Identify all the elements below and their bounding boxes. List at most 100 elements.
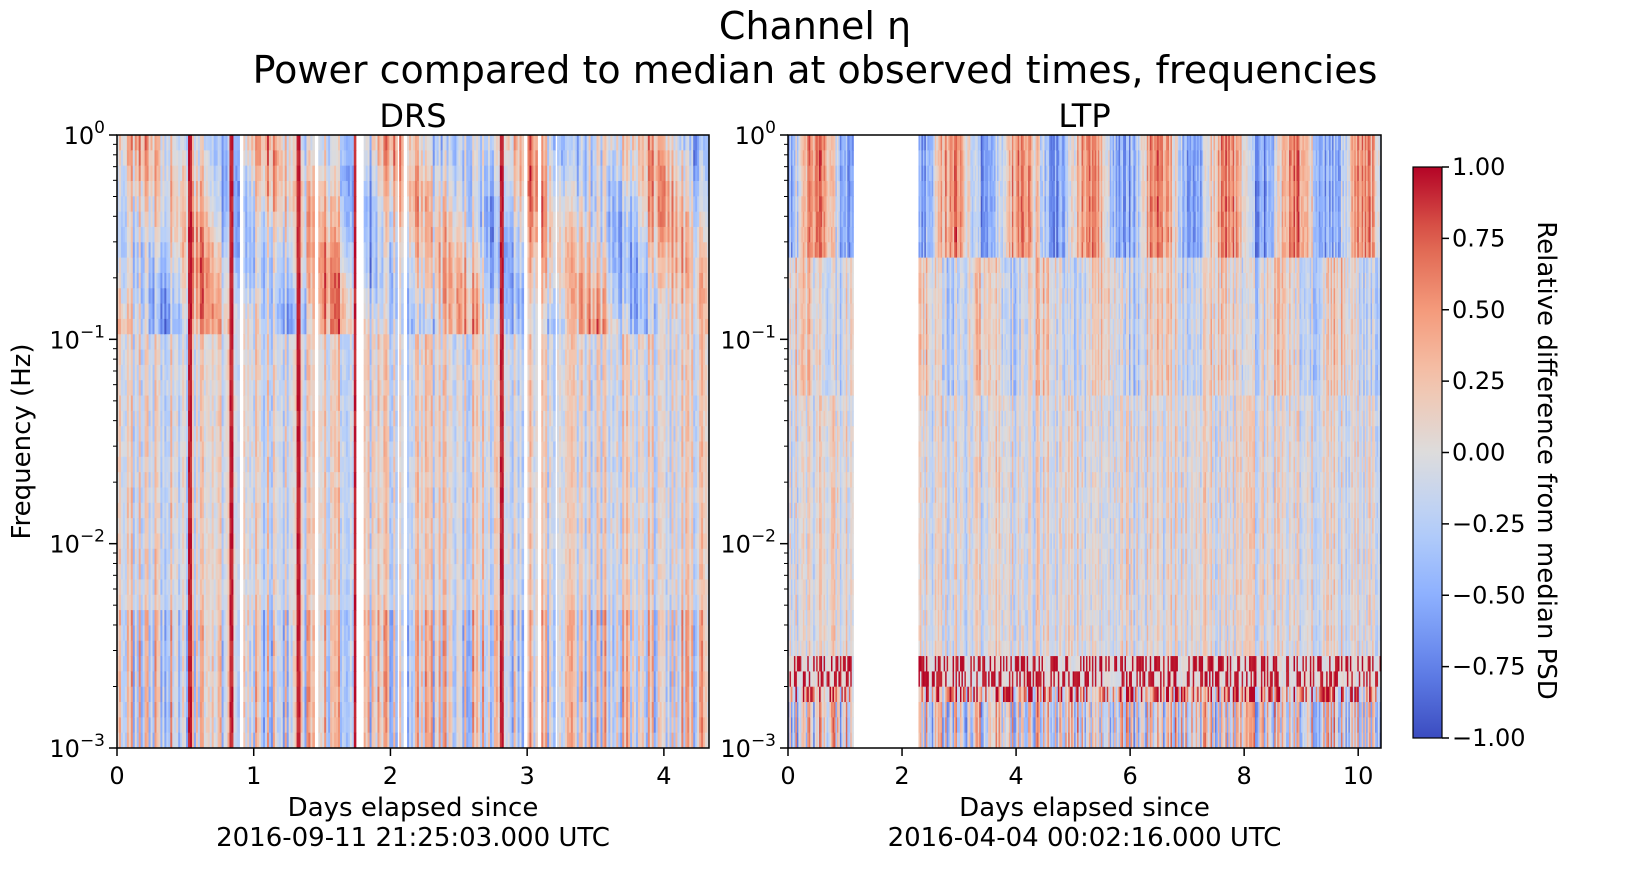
heatmap-cell <box>142 594 146 611</box>
heatmap-cell <box>229 196 233 213</box>
heatmap-cell <box>207 272 211 289</box>
heatmap-cell <box>191 548 195 565</box>
heatmap-cell <box>280 656 284 672</box>
heatmap-cell <box>117 334 120 351</box>
heatmap-cell <box>339 395 343 412</box>
heatmap-cell <box>213 533 217 550</box>
heatmap-cell <box>144 257 148 274</box>
heatmap-cell <box>197 579 201 596</box>
heatmap-cell <box>347 242 351 259</box>
heatmap-cell <box>341 594 345 611</box>
heatmap-cell <box>272 226 276 243</box>
heatmap-cell <box>199 135 203 151</box>
heatmap-cell <box>178 334 181 351</box>
heatmap-cell <box>347 548 351 565</box>
heatmap-cell <box>148 288 152 305</box>
heatmap-cell <box>278 610 282 626</box>
heatmap-cell <box>353 272 357 289</box>
heatmap-cell <box>136 165 140 182</box>
heatmap-cell <box>150 242 154 259</box>
heatmap-cell <box>266 533 270 550</box>
heatmap-cell <box>310 288 313 305</box>
heatmap-cell <box>243 150 246 167</box>
heatmap-cell <box>148 487 152 504</box>
heatmap-cell <box>322 579 325 596</box>
heatmap-cell <box>138 441 142 458</box>
heatmap-cell <box>209 732 213 748</box>
heatmap-cell <box>134 196 138 213</box>
heatmap-cell <box>170 380 173 397</box>
heatmap-cell <box>322 564 325 581</box>
heatmap-cell <box>286 334 290 351</box>
heatmap-cell <box>154 502 158 519</box>
heatmap-cell <box>229 150 233 167</box>
heatmap-cell <box>191 380 195 397</box>
heatmap-cell <box>300 303 304 320</box>
heatmap-cell <box>272 502 276 519</box>
heatmap-cell <box>140 196 144 213</box>
heatmap-cell <box>154 135 158 151</box>
heatmap-cell <box>284 656 288 672</box>
heatmap-cell <box>117 441 120 458</box>
heatmap-cell <box>336 395 339 412</box>
heatmap-cell <box>178 395 181 412</box>
heatmap-cell <box>243 257 246 274</box>
heatmap-cell <box>138 257 142 274</box>
heatmap-cell <box>304 211 308 228</box>
heatmap-cell <box>193 303 197 320</box>
heatmap-cell <box>261 257 264 274</box>
heatmap-cell <box>292 502 296 519</box>
heatmap-cell <box>117 242 120 259</box>
heatmap-cell <box>223 686 227 703</box>
heatmap-cell <box>217 579 221 596</box>
heatmap-cell <box>268 686 272 703</box>
heatmap-cell <box>207 165 211 182</box>
heatmap-cell <box>290 364 294 381</box>
heatmap-cell <box>126 717 130 734</box>
heatmap-cell <box>312 717 315 734</box>
heatmap-cell <box>118 441 122 458</box>
heatmap-cell <box>296 472 300 489</box>
heatmap-cell <box>235 165 238 182</box>
heatmap-cell <box>349 180 353 197</box>
heatmap-cell <box>166 211 169 228</box>
heatmap-cell <box>270 472 274 489</box>
heatmap-cell <box>243 303 246 320</box>
heatmap-cell <box>205 410 209 427</box>
heatmap-cell <box>334 610 337 626</box>
heatmap-cell <box>243 610 246 626</box>
heatmap-cell <box>257 426 260 443</box>
heatmap-cell <box>197 257 201 274</box>
heatmap-cell <box>324 257 327 274</box>
heatmap-cell <box>334 211 337 228</box>
heatmap-cell <box>334 441 337 458</box>
heatmap-cell <box>201 686 205 703</box>
heatmap-cell <box>182 334 185 351</box>
heatmap-cell <box>235 380 238 397</box>
heatmap-cell <box>118 579 122 596</box>
heatmap-cell <box>138 548 142 565</box>
heatmap-cell <box>292 303 296 320</box>
heatmap-cell <box>188 640 191 657</box>
heatmap-cell <box>180 502 183 519</box>
heatmap-cell <box>274 533 278 550</box>
heatmap-cell <box>142 334 146 351</box>
heatmap-cell <box>136 334 140 351</box>
heatmap-cell <box>199 564 203 581</box>
heatmap-cell <box>128 395 132 412</box>
heatmap-cell <box>237 226 240 243</box>
heatmap-cell <box>128 226 132 243</box>
heatmap-cell <box>154 196 158 213</box>
heatmap-cell <box>298 303 302 320</box>
heatmap-cell <box>268 303 272 320</box>
heatmap-cell <box>146 610 150 626</box>
heatmap-cell <box>257 610 260 626</box>
heatmap-cell <box>294 441 298 458</box>
heatmap-cell <box>152 717 156 734</box>
heatmap-cell <box>231 441 235 458</box>
heatmap-cell <box>132 349 136 366</box>
heatmap-cell <box>199 594 203 611</box>
heatmap-cell <box>201 196 205 213</box>
heatmap-cell <box>334 364 337 381</box>
heatmap-cell <box>255 242 258 259</box>
